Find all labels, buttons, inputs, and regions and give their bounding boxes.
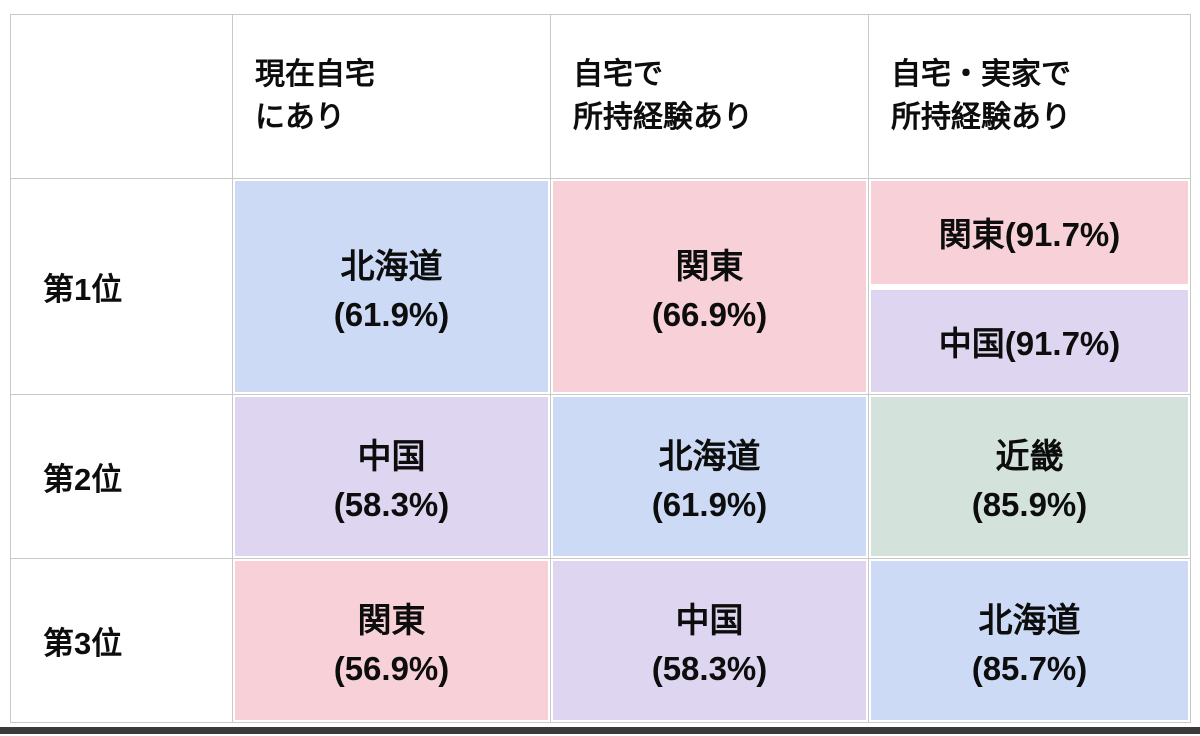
data-cell-hokkaido: 北海道 (61.9%) [553,397,866,556]
rank-label: 第3位 [43,626,123,661]
data-cell-kanto-tied: 関東(91.7%) [871,181,1188,284]
header-col-owned-home-or-parents: 自宅・実家で 所持経験あり [869,15,1191,179]
region-name: 北海道 [658,438,761,476]
region-name: 北海道 [978,602,1081,640]
cell-rank3-owned-at-home: 中国 (58.3%) [551,559,869,723]
region-value: (66.9%) [651,296,768,333]
region-value: (61.9%) [333,296,450,333]
data-cell-kanto: 関東 (56.9%) [235,561,548,720]
region-name: 近畿 [995,438,1064,476]
data-cell-chugoku-tied: 中国(91.7%) [871,289,1188,392]
region-value: (58.3%) [651,650,768,687]
region-value: (61.9%) [651,486,768,523]
rank-label: 第1位 [43,272,123,307]
rank-3-label-cell: 第3位 [11,559,233,723]
data-cell-chugoku: 中国 (58.3%) [553,561,866,720]
ranking-table: 現在自宅 にあり 自宅で 所持経験あり 自宅・実家で 所持経験あり 第1位 北海… [10,14,1191,723]
rank-1-label-cell: 第1位 [11,179,233,395]
region-name: 中国 [357,438,426,476]
cell-rank2-current-home: 中国 (58.3%) [233,395,551,559]
region-name: 北海道 [340,248,443,286]
header-col-owned-at-home: 自宅で 所持経験あり [551,15,869,179]
region-name-value: 関東(91.7%) [938,216,1121,254]
header-label: 現在自宅 にあり [255,57,375,134]
data-cell-kanto: 関東 (66.9%) [553,181,866,392]
cell-rank1-owned-home-or-parents: 関東(91.7%) 中国(91.7%) [869,179,1191,395]
cell-rank2-owned-home-or-parents: 近畿 (85.9%) [869,395,1191,559]
region-value: (56.9%) [333,650,450,687]
region-name: 関東 [357,602,426,640]
data-cell-hokkaido: 北海道 (85.7%) [871,561,1188,720]
region-value: (58.3%) [333,486,450,523]
region-value: (85.7%) [971,650,1088,687]
data-cell-hokkaido: 北海道 (61.9%) [235,181,548,392]
cell-rank3-current-home: 関東 (56.9%) [233,559,551,723]
header-label: 自宅で 所持経験あり [573,57,753,134]
cell-rank1-owned-at-home: 関東 (66.9%) [551,179,869,395]
data-cell-kinki: 近畿 (85.9%) [871,397,1188,556]
tied-rank-split: 関東(91.7%) 中国(91.7%) [871,181,1188,392]
rank-label: 第2位 [43,462,123,497]
header-col-current-home: 現在自宅 にあり [233,15,551,179]
ranking-table-image: 現在自宅 にあり 自宅で 所持経験あり 自宅・実家で 所持経験あり 第1位 北海… [10,14,1191,723]
region-value: (85.9%) [971,486,1088,523]
rank-2-label-cell: 第2位 [11,395,233,559]
cell-rank2-owned-at-home: 北海道 (61.9%) [551,395,869,559]
header-corner-cell [11,15,233,179]
region-name-value: 中国(91.7%) [938,324,1121,362]
cell-rank1-current-home: 北海道 (61.9%) [233,179,551,395]
cell-rank3-owned-home-or-parents: 北海道 (85.7%) [869,559,1191,723]
data-cell-chugoku: 中国 (58.3%) [235,397,548,556]
region-name: 中国 [675,602,744,640]
header-label: 自宅・実家で 所持経験あり [891,57,1071,134]
bottom-edge-divider [0,727,1200,734]
region-name: 関東 [675,248,744,286]
